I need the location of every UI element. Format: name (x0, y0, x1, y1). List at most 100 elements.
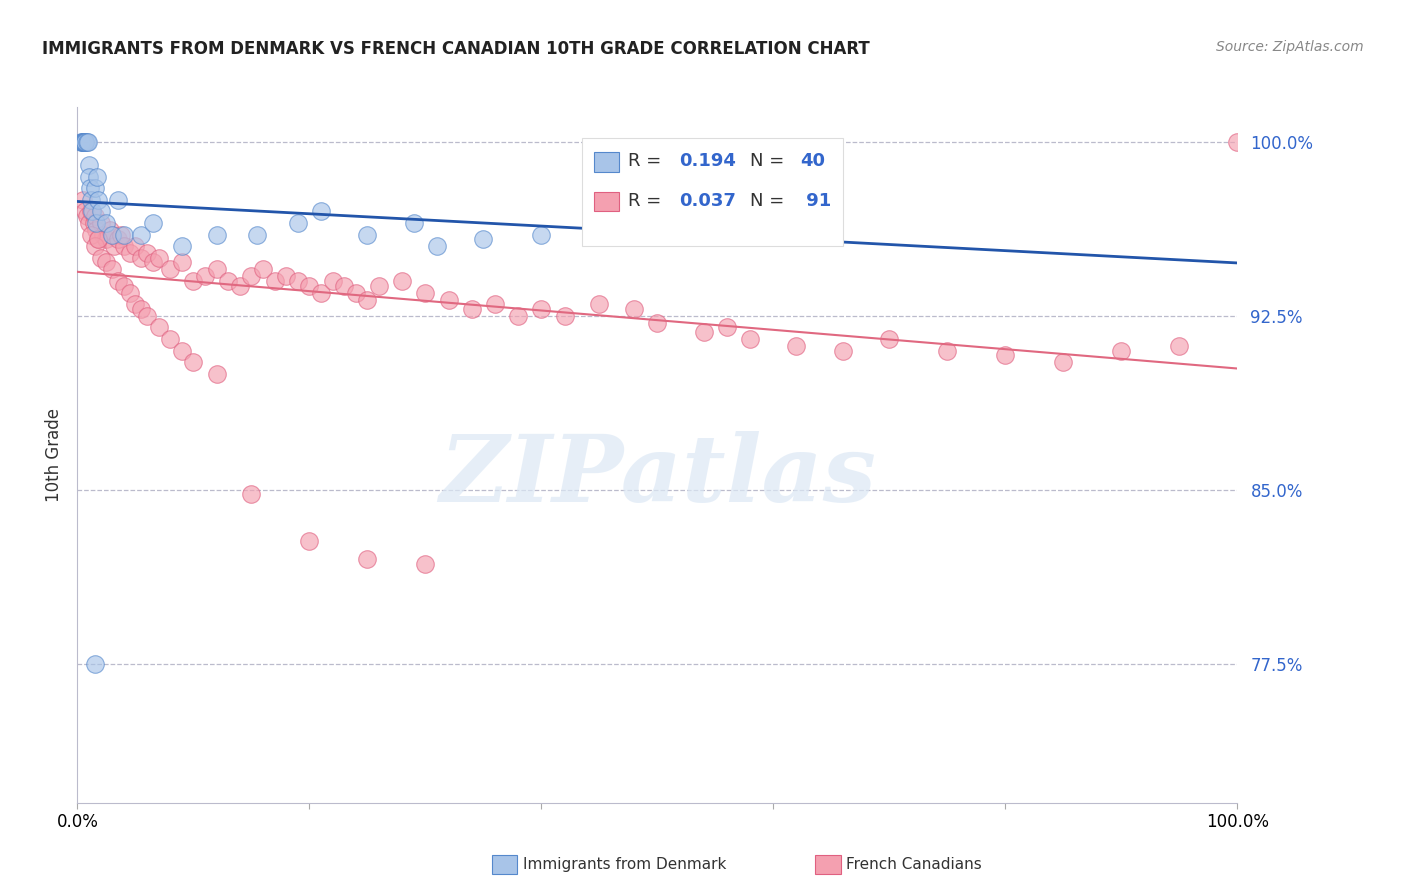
Point (309, 285, 332, 300)
Point (75, 204, 97, 219)
Point (72, 135, 94, 149)
Point (135, 246, 157, 260)
Y-axis label: 10th Grade: 10th Grade (45, 408, 63, 502)
Point (309, 204, 332, 219)
Text: N =: N = (751, 153, 790, 170)
Point (107, 274, 129, 288)
Point (70, 135, 93, 149)
Text: 0.037: 0.037 (679, 192, 737, 210)
Point (76, 135, 98, 149)
Point (112, 227, 135, 242)
Point (321, 274, 344, 288)
Point (96, 255, 118, 269)
Point (72, 193, 94, 207)
Text: 40: 40 (800, 153, 825, 170)
Point (506, 309, 529, 323)
Point (142, 216, 165, 230)
Point (716, 320, 738, 334)
Point (72, 135, 94, 149)
Point (84, 216, 107, 230)
Point (413, 557, 436, 571)
Point (103, 239, 125, 253)
Point (107, 193, 129, 207)
Point (298, 278, 321, 293)
Bar (593, 192, 619, 211)
Point (91, 227, 114, 242)
Point (148, 251, 170, 265)
Point (170, 255, 193, 269)
Point (554, 309, 576, 323)
Point (124, 297, 146, 311)
Point (170, 239, 193, 253)
Point (228, 278, 252, 293)
Point (333, 278, 356, 293)
Point (75, 135, 97, 149)
Point (681, 204, 703, 219)
Point (402, 216, 425, 230)
Point (110, 227, 132, 242)
Point (356, 227, 378, 242)
Point (118, 285, 141, 300)
Point (1168, 339, 1191, 353)
Point (75, 135, 97, 149)
Point (246, 227, 269, 242)
Point (79, 181, 101, 195)
Point (298, 533, 321, 548)
Point (86, 169, 108, 184)
Point (96, 232, 118, 246)
Text: 91: 91 (800, 192, 831, 210)
Point (194, 269, 217, 284)
Point (124, 239, 146, 253)
Point (159, 332, 181, 346)
Point (472, 232, 495, 246)
Point (740, 332, 762, 346)
Point (344, 285, 367, 300)
Point (112, 239, 135, 253)
Point (461, 301, 484, 316)
Point (183, 355, 205, 369)
Point (391, 274, 413, 288)
Point (183, 274, 205, 288)
Point (588, 216, 610, 230)
Point (240, 269, 263, 284)
Point (205, 367, 228, 381)
Point (240, 487, 263, 501)
Point (76, 209, 98, 223)
Point (87, 232, 110, 246)
Point (142, 255, 165, 269)
Point (274, 269, 298, 284)
Point (83, 209, 105, 223)
Point (84, 223, 107, 237)
Point (69, 135, 91, 149)
Point (83, 657, 105, 671)
Point (356, 293, 378, 307)
Point (77, 216, 100, 230)
Point (135, 309, 157, 323)
Point (73, 135, 96, 149)
Point (170, 343, 193, 358)
Point (263, 274, 285, 288)
Point (80, 193, 103, 207)
Point (101, 262, 124, 277)
Point (148, 320, 170, 334)
Text: 0.194: 0.194 (679, 153, 737, 170)
Point (530, 301, 553, 316)
Point (832, 343, 855, 358)
Point (623, 301, 645, 316)
Point (530, 227, 553, 242)
Point (820, 193, 842, 207)
Point (77, 169, 100, 184)
Point (107, 232, 129, 246)
Point (647, 316, 669, 330)
Point (484, 297, 506, 311)
Point (785, 339, 807, 353)
Text: Source: ZipAtlas.com: Source: ZipAtlas.com (1216, 40, 1364, 54)
Point (101, 227, 124, 242)
Point (96, 216, 118, 230)
Point (356, 552, 378, 566)
Text: R =: R = (628, 153, 668, 170)
Point (437, 293, 460, 307)
Point (994, 348, 1017, 362)
Text: French Canadians: French Canadians (846, 857, 983, 871)
Text: R =: R = (628, 192, 668, 210)
